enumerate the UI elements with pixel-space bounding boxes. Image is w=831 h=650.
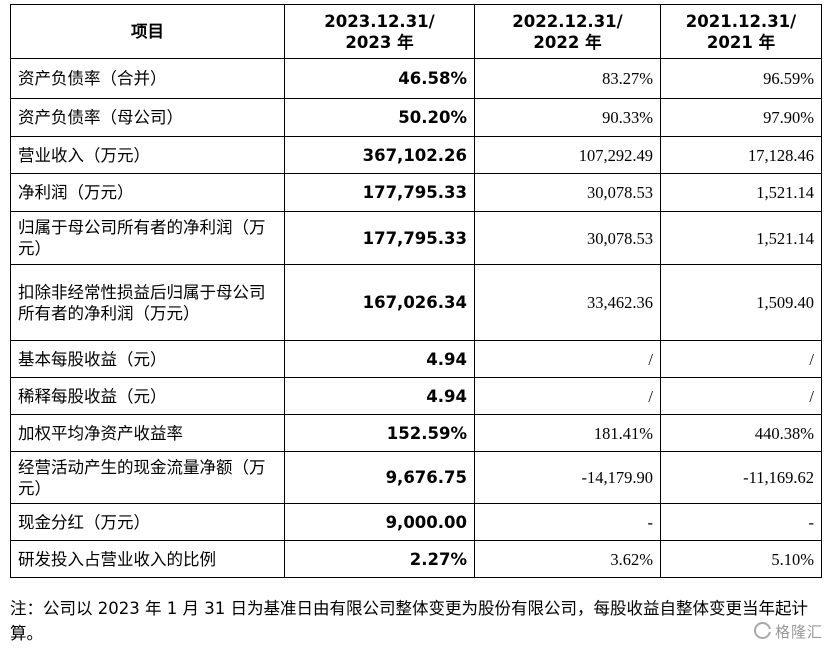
table-row: 资产负债率（母公司） 50.20% 90.33% 97.90% [10, 98, 822, 137]
value-2023: 9,000.00 [284, 503, 475, 541]
header-item: 项目 [10, 4, 285, 59]
table-row: 基本每股收益（元） 4.94 / / [10, 340, 822, 378]
header-2021: 2021.12.31/ 2021 年 [660, 4, 822, 59]
row-label: 加权平均净资产收益率 [10, 414, 285, 452]
row-label: 稀释每股收益（元） [10, 377, 285, 415]
row-label: 扣除非经常性损益后归属于母公司所有者的净利润（万元） [10, 264, 285, 341]
value-2021: - [660, 503, 822, 541]
value-2023: 177,795.33 [284, 211, 475, 265]
row-label: 资产负债率（母公司） [10, 98, 285, 137]
value-2022: - [474, 503, 661, 541]
value-2023: 50.20% [284, 98, 475, 137]
row-label: 基本每股收益（元） [10, 340, 285, 378]
header-2023: 2023.12.31/ 2023 年 [284, 4, 475, 59]
footnote: 注：公司以 2023 年 1 月 31 日为基准日由有限公司整体变更为股份有限公… [10, 599, 808, 643]
value-2023: 46.58% [284, 58, 475, 99]
value-2021: 97.90% [660, 98, 822, 137]
table-row: 经营活动产生的现金流量净额（万元） 9,676.75 -14,179.90 -1… [10, 451, 822, 504]
value-2023: 152.59% [284, 414, 475, 452]
value-2023: 177,795.33 [284, 173, 475, 212]
value-2022: / [474, 340, 661, 378]
value-2022: 90.33% [474, 98, 661, 137]
value-2021: / [660, 340, 822, 378]
value-2022: 181.41% [474, 414, 661, 452]
value-2022: 3.62% [474, 540, 661, 578]
financial-table: 项目 2023.12.31/ 2023 年 2022.12.31/ 2022 年… [10, 4, 822, 578]
value-2021: 96.59% [660, 58, 822, 99]
value-2022: 30,078.53 [474, 211, 661, 265]
row-label: 归属于母公司所有者的净利润（万元） [10, 211, 285, 265]
table-row: 加权平均净资产收益率 152.59% 181.41% 440.38% [10, 414, 822, 452]
value-2021: 1,509.40 [660, 264, 822, 341]
table-row: 归属于母公司所有者的净利润（万元） 177,795.33 30,078.53 1… [10, 211, 822, 265]
value-2022: -14,179.90 [474, 451, 661, 504]
value-2022: 107,292.49 [474, 136, 661, 174]
table-row: 现金分红（万元） 9,000.00 - - [10, 503, 822, 541]
value-2023: 167,026.34 [284, 264, 475, 341]
row-label: 资产负债率（合并） [10, 58, 285, 99]
value-2022: 33,462.36 [474, 264, 661, 341]
row-label: 净利润（万元） [10, 173, 285, 212]
row-label: 经营活动产生的现金流量净额（万元） [10, 451, 285, 504]
logo-icon [753, 622, 772, 639]
value-2023: 4.94 [284, 340, 475, 378]
value-2023: 9,676.75 [284, 451, 475, 504]
value-2021: 1,521.14 [660, 173, 822, 212]
value-2023: 367,102.26 [284, 136, 475, 174]
table-row: 净利润（万元） 177,795.33 30,078.53 1,521.14 [10, 173, 822, 212]
table-row: 扣除非经常性损益后归属于母公司所有者的净利润（万元） 167,026.34 33… [10, 264, 822, 341]
value-2021: / [660, 377, 822, 415]
value-2021: 5.10% [660, 540, 822, 578]
value-2022: 83.27% [474, 58, 661, 99]
value-2021: -11,169.62 [660, 451, 822, 504]
value-2023: 2.27% [284, 540, 475, 578]
value-2021: 17,128.46 [660, 136, 822, 174]
value-2021: 1,521.14 [660, 211, 822, 265]
watermark: 格隆汇 [753, 621, 823, 642]
value-2021: 440.38% [660, 414, 822, 452]
value-2022: / [474, 377, 661, 415]
row-label: 研发投入占营业收入的比例 [10, 540, 285, 578]
table-row: 营业收入（万元） 367,102.26 107,292.49 17,128.46 [10, 136, 822, 174]
row-label: 现金分红（万元） [10, 503, 285, 541]
table-row: 资产负债率（合并） 46.58% 83.27% 96.59% [10, 58, 822, 99]
header-2022: 2022.12.31/ 2022 年 [474, 4, 661, 59]
row-label: 营业收入（万元） [10, 136, 285, 174]
table-header-row: 项目 2023.12.31/ 2023 年 2022.12.31/ 2022 年… [10, 4, 822, 59]
table-row: 研发投入占营业收入的比例 2.27% 3.62% 5.10% [10, 540, 822, 578]
value-2022: 30,078.53 [474, 173, 661, 212]
table-row: 稀释每股收益（元） 4.94 / / [10, 377, 822, 415]
value-2023: 4.94 [284, 377, 475, 415]
watermark-text: 格隆汇 [774, 623, 823, 641]
